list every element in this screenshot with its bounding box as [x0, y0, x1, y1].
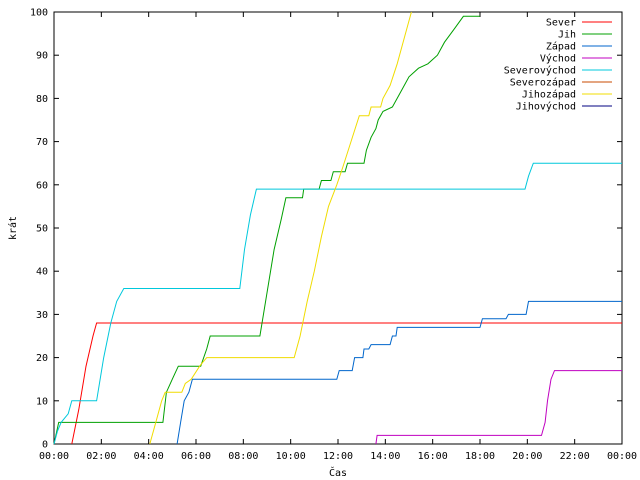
y-tick-label: 0 [42, 440, 48, 451]
x-tick-label: 14:00 [370, 451, 400, 462]
legend-label: Severozápad [510, 77, 576, 89]
legend-label: Západ [546, 41, 576, 53]
x-tick-label: 18:00 [465, 451, 495, 462]
y-axis: 0 10 20 30 40 50 60 70 80 90 100 [30, 8, 622, 451]
y-tick-label: 90 [36, 51, 48, 62]
series-line-západ [176, 300, 622, 445]
x-tick-label: 04:00 [134, 451, 164, 462]
y-tick-label: 40 [36, 267, 48, 278]
y-tick-label: 30 [36, 310, 48, 321]
y-axis-label: krát [7, 216, 19, 240]
legend-label: Jihozápad [522, 89, 576, 101]
legend-label: Severovýchod [504, 65, 576, 77]
x-tick-label: 16:00 [418, 451, 448, 462]
legend-label: Východ [540, 53, 576, 65]
x-tick-label: 22:00 [560, 451, 590, 462]
y-tick-label: 50 [36, 224, 48, 235]
x-axis-label: Čas [329, 466, 347, 479]
series-line-jihozápad [149, 11, 412, 445]
x-tick-label: 06:00 [181, 451, 211, 462]
legend-label: Jih [558, 30, 576, 41]
series-line-sever [71, 322, 622, 445]
legend-label: Jihovýchod [516, 101, 576, 113]
y-tick-label: 80 [36, 94, 48, 105]
series-line-východ [375, 370, 622, 445]
series-line-severovýchod [53, 162, 622, 445]
x-tick-label: 08:00 [228, 451, 258, 462]
x-tick-label: 02:00 [86, 451, 116, 462]
x-tick-label: 12:00 [323, 451, 353, 462]
y-tick-label: 70 [36, 137, 48, 148]
y-tick-label: 10 [36, 396, 48, 407]
x-tick-label: 00:00 [607, 451, 637, 462]
legend: SeverJihZápadVýchodSeverovýchodSeverozáp… [504, 18, 612, 113]
y-tick-label: 100 [30, 8, 48, 19]
x-tick-label: 20:00 [512, 451, 542, 462]
x-tick-label: 00:00 [39, 451, 69, 462]
legend-label: Sever [546, 18, 576, 29]
x-axis: 00:00 02:00 04:00 06:00 08:00 10:00 12:00 14:00… [39, 12, 637, 462]
series-lines [53, 11, 622, 445]
x-tick-label: 10:00 [276, 451, 306, 462]
series-line-jih [53, 15, 480, 445]
y-tick-label: 20 [36, 353, 48, 364]
y-tick-label: 60 [36, 180, 48, 191]
